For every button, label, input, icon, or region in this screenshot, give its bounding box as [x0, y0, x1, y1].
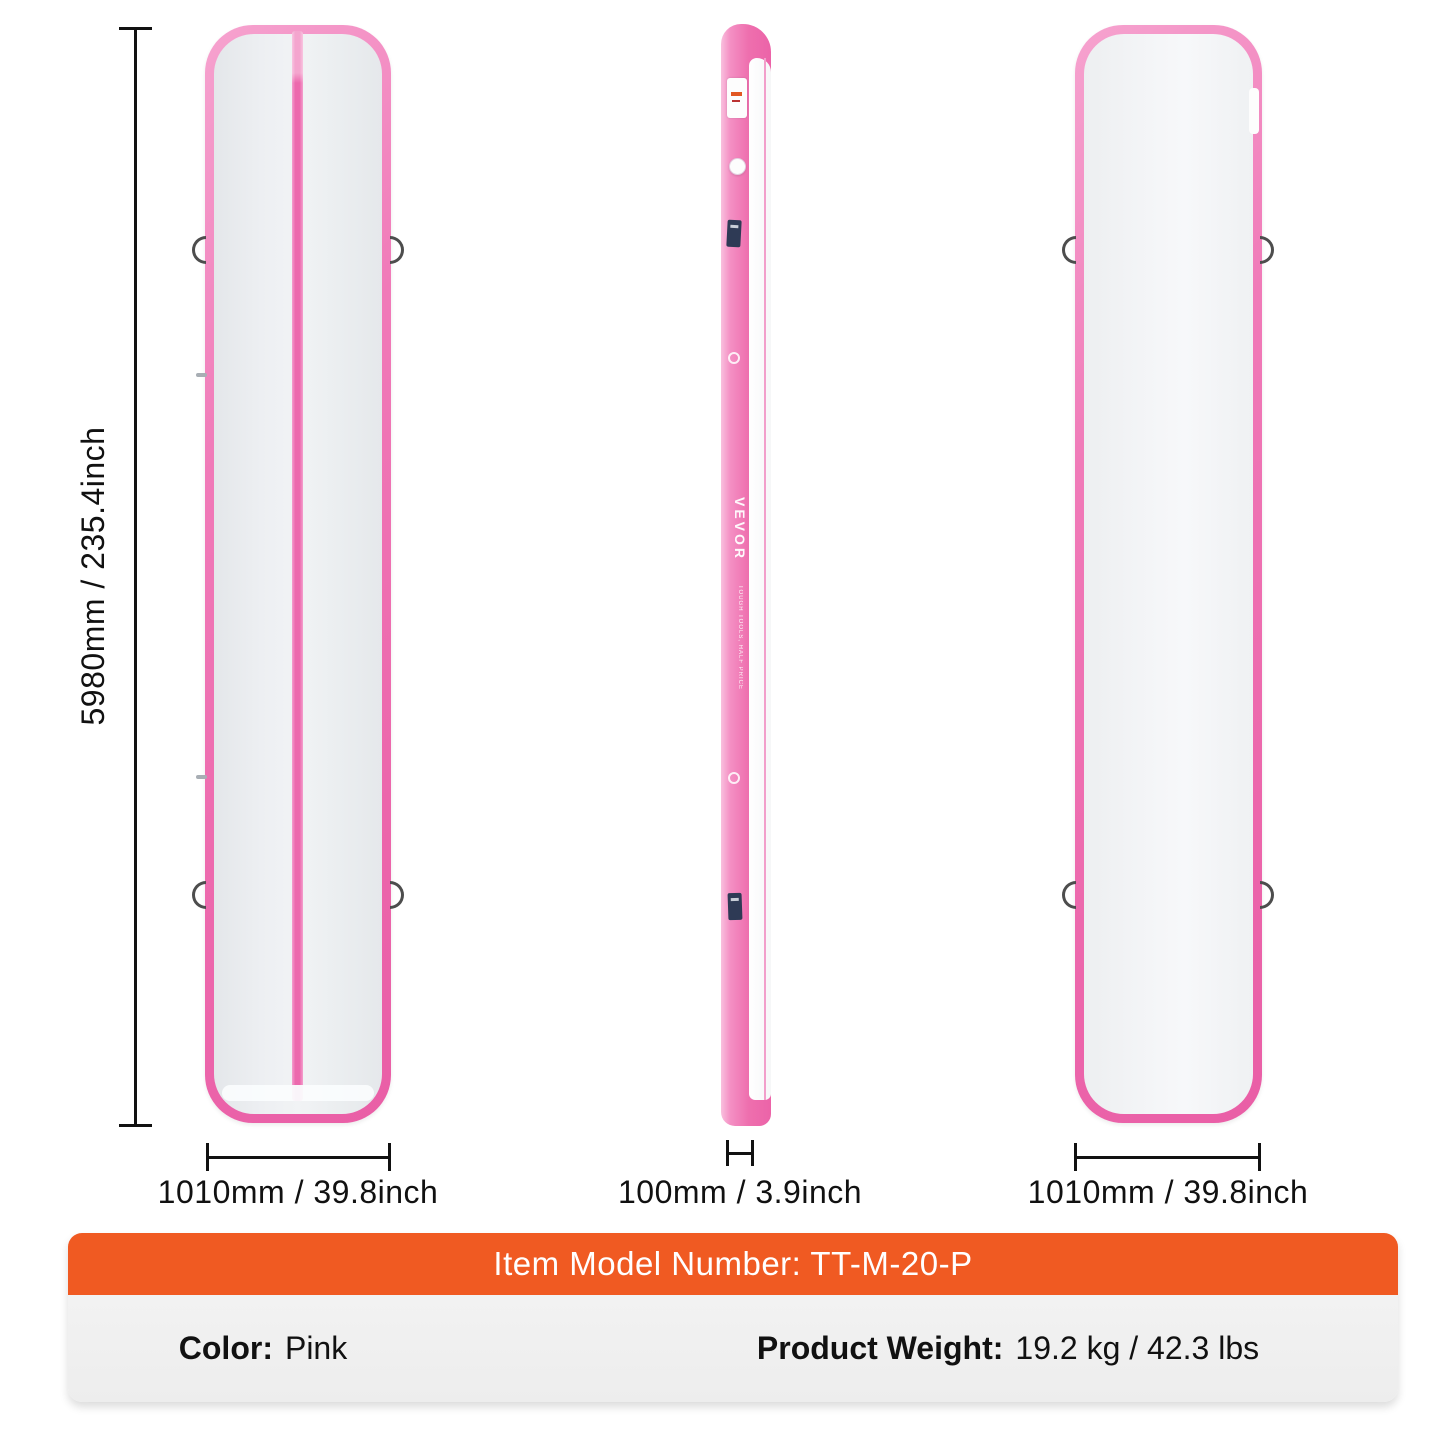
sticker-print: [732, 100, 740, 102]
length-dim-bottom-cap: [119, 1124, 152, 1127]
top-view-center-stripe: [292, 31, 303, 1101]
top-width-dim-label: 1010mm / 39.8inch: [157, 1174, 439, 1210]
model-number-bar: Item Model Number: TT-M-20-P: [68, 1233, 1398, 1295]
side-view-seam-line: [764, 58, 766, 1100]
bottom-width-dim-line: [1075, 1156, 1261, 1159]
color-value: Pink: [284, 1330, 348, 1366]
top-width-dim-right-cap: [388, 1143, 391, 1171]
carry-handle: [192, 236, 206, 264]
color-spec: Color: Pink: [98, 1295, 428, 1402]
brand-logo-text: VEVOR: [732, 497, 748, 562]
inflation-valve: [729, 158, 746, 175]
brand-tag: [726, 219, 742, 248]
brand-tagline-text: TOUGH TOOLS, HALF PRICE: [737, 585, 743, 691]
side-view-top-face: [749, 58, 771, 1100]
carry-handle: [390, 881, 404, 909]
top-view-bottom-highlight: [222, 1085, 374, 1101]
bottom-width-dim-right-cap: [1258, 1143, 1261, 1171]
top-width-dim-line: [207, 1156, 391, 1159]
side-tab: [196, 775, 207, 779]
bottom-width-dim-label: 1010mm / 39.8inch: [1027, 1174, 1309, 1210]
valve-ring: [728, 352, 740, 364]
side-view-mat: [721, 24, 771, 1126]
carry-handle: [192, 881, 206, 909]
bottom-view-mat: [1075, 25, 1262, 1123]
spec-details-bar: Color: Pink Product Weight: 19.2 kg / 42…: [68, 1295, 1398, 1402]
thickness-dim-label: 100mm / 3.9inch: [617, 1174, 863, 1210]
length-dim-label: 5980mm / 235.4inch: [75, 426, 111, 726]
length-dim-line: [134, 28, 137, 1126]
product-sticker: [727, 78, 747, 118]
brand-tag: [727, 892, 743, 921]
carry-handle: [390, 236, 404, 264]
model-number-text: Item Model Number: TT-M-20-P: [493, 1245, 973, 1282]
weight-label: Product Weight:: [756, 1330, 1004, 1366]
carry-handle: [1062, 881, 1076, 909]
thickness-dim-right-cap: [751, 1140, 754, 1166]
thickness-dim-line: [727, 1152, 753, 1155]
carry-handle: [1062, 236, 1076, 264]
brand-tag-print: [730, 897, 739, 902]
bottom-view-surface: [1084, 34, 1253, 1114]
weight-spec: Product Weight: 19.2 kg / 42.3 lbs: [708, 1295, 1308, 1402]
valve-ring: [728, 772, 740, 784]
sticker-print: [731, 92, 742, 96]
side-tab: [196, 373, 207, 377]
carry-handle: [1260, 236, 1274, 264]
carry-handle: [1260, 881, 1274, 909]
weight-value: 19.2 kg / 42.3 lbs: [1015, 1330, 1260, 1366]
spec-banner: Item Model Number: TT-M-20-P Color: Pink…: [68, 1233, 1398, 1402]
color-label: Color:: [178, 1330, 273, 1366]
brand-tag-print: [730, 224, 739, 229]
bottom-view-patch: [1249, 88, 1259, 134]
